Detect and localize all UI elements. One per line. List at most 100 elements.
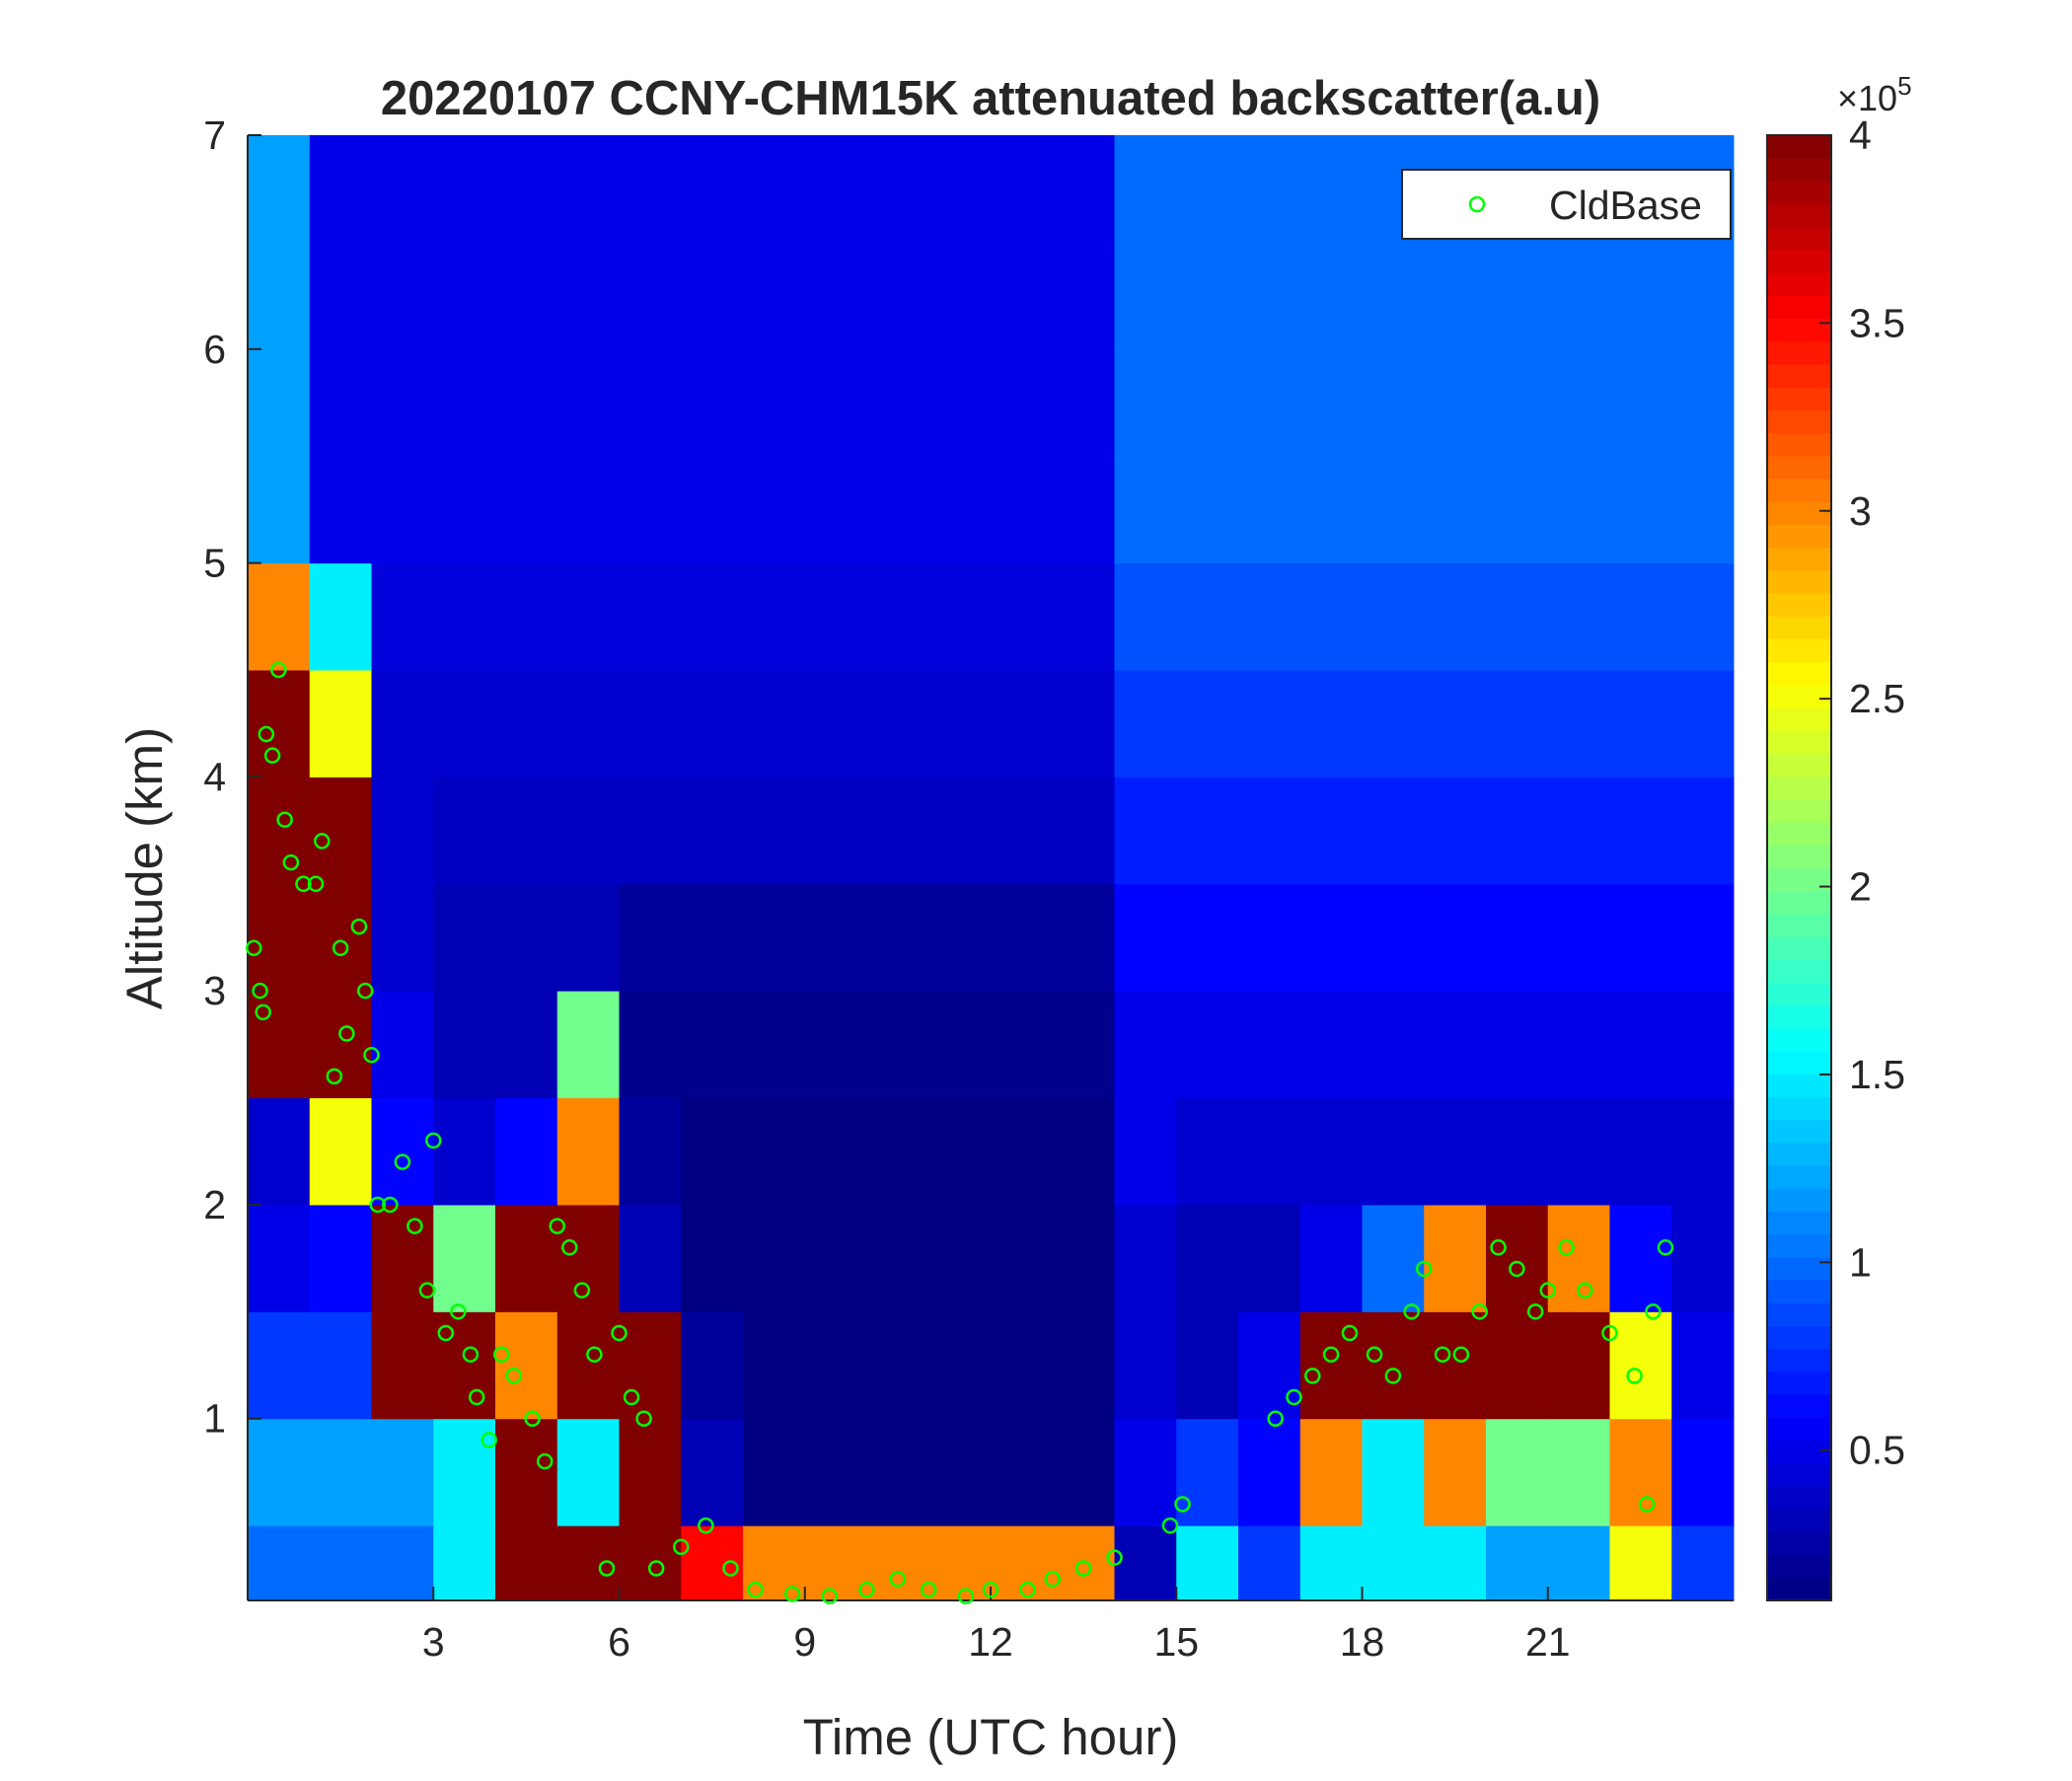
- heat-cell: [804, 1311, 867, 1420]
- heat-cell: [1547, 1418, 1610, 1526]
- heat-cell: [556, 883, 620, 992]
- heat-cell: [1424, 562, 1487, 671]
- cloud-base-marker: [425, 1132, 442, 1150]
- heat-cell: [1052, 777, 1115, 885]
- heat-cell: [743, 1311, 806, 1420]
- colorbar-segment: [1767, 1027, 1831, 1052]
- colorbar-segment: [1767, 730, 1831, 754]
- cloud-base-marker: [1106, 1549, 1123, 1566]
- heat-cell: [1238, 883, 1301, 992]
- cloud-base-marker: [635, 1410, 652, 1427]
- x-tick-label: 6: [608, 1619, 630, 1665]
- colorbar-segment: [1767, 1096, 1831, 1121]
- cloud-base-marker: [1286, 1388, 1302, 1406]
- heat-cell: [1052, 883, 1115, 992]
- heat-cell: [1547, 1204, 1610, 1312]
- cloud-base-marker: [450, 1303, 467, 1320]
- cloud-base-marker: [1577, 1282, 1593, 1299]
- cloud-base-marker: [573, 1282, 591, 1299]
- heat-cell: [1609, 777, 1672, 885]
- heat-cell: [681, 1204, 744, 1312]
- x-axis-label: Time (UTC hour): [803, 1709, 1179, 1765]
- heat-cell: [866, 777, 929, 885]
- heat-cell: [371, 883, 434, 992]
- heat-cell: [619, 242, 682, 350]
- legend-marker: [1468, 195, 1486, 213]
- heat-cell: [743, 1097, 806, 1206]
- heat-cell: [743, 883, 806, 992]
- colorbar-segment: [1767, 1280, 1831, 1303]
- heat-cell: [556, 1311, 620, 1420]
- heat-cell: [1362, 991, 1425, 1099]
- heat-cell: [866, 1311, 929, 1420]
- heat-cell: [248, 1204, 311, 1312]
- heat-cell: [1671, 883, 1735, 992]
- heat-cell: [743, 1418, 806, 1526]
- heat-cell: [743, 669, 806, 778]
- heat-cell: [681, 1418, 744, 1526]
- heat-cell: [1671, 1418, 1735, 1526]
- heat-cell: [1486, 242, 1549, 350]
- heat-cell: [1052, 1311, 1115, 1420]
- heat-cell: [1609, 669, 1672, 778]
- heat-cell: [1362, 1525, 1425, 1601]
- heat-cell: [866, 456, 929, 564]
- heat-cell: [1238, 1418, 1301, 1526]
- heat-cell: [991, 135, 1054, 243]
- cloud-base-marker: [407, 1218, 423, 1234]
- heat-cell: [1176, 242, 1239, 350]
- heat-cell: [248, 1525, 311, 1601]
- cloud-base-marker: [611, 1324, 628, 1342]
- heat-cell: [556, 456, 620, 564]
- colorbar-segment: [1767, 1577, 1831, 1601]
- cloud-base-marker: [263, 747, 281, 764]
- heat-cell: [1486, 1525, 1549, 1601]
- heat-cell: [433, 562, 496, 671]
- heat-cell: [866, 991, 929, 1099]
- cloud-base-marker: [858, 1581, 875, 1598]
- colorbar-segment: [1767, 959, 1831, 984]
- heat-cell: [1052, 1204, 1115, 1312]
- heat-cell: [556, 1525, 620, 1601]
- heat-cell: [1052, 562, 1115, 671]
- colorbar-tick-label: 4: [1849, 112, 1872, 158]
- heat-cell: [804, 1418, 867, 1526]
- heat-cell: [1114, 1097, 1177, 1206]
- heat-cell: [1486, 1097, 1549, 1206]
- heat-cell: [1114, 883, 1177, 992]
- colorbar-segment: [1767, 226, 1831, 251]
- heat-cell: [743, 562, 806, 671]
- colorbar-frame: [1766, 134, 1832, 1601]
- heat-cell: [804, 1204, 867, 1312]
- heat-cell: [681, 1525, 744, 1601]
- colorbar-tick-label: 0.5: [1849, 1428, 1905, 1473]
- heat-cell: [991, 991, 1054, 1099]
- heat-cell: [1176, 1097, 1239, 1206]
- heat-cell: [1671, 242, 1735, 350]
- x-tick-label: 18: [1340, 1619, 1385, 1665]
- cloud-base-marker: [1174, 1496, 1191, 1513]
- heat-cell: [1609, 1204, 1672, 1312]
- cloud-base-marker: [1341, 1324, 1359, 1342]
- heat-cell: [1424, 348, 1487, 457]
- heat-cell: [804, 348, 867, 457]
- heat-cell: [991, 1097, 1054, 1206]
- legend-box: [1401, 169, 1732, 240]
- heat-cell: [1176, 1204, 1239, 1312]
- heat-cell: [1671, 562, 1735, 671]
- heat-cell: [1238, 669, 1301, 778]
- heat-cell: [495, 1311, 558, 1420]
- colorbar-segment: [1767, 753, 1831, 778]
- heat-cell: [1299, 348, 1363, 457]
- colorbar-segment: [1767, 250, 1831, 273]
- heat-cell: [433, 777, 496, 885]
- heat-cell: [1486, 1311, 1549, 1420]
- heat-cell: [1176, 1311, 1239, 1420]
- cloud-base-marker: [369, 1196, 387, 1214]
- heat-cell: [681, 1311, 744, 1420]
- cloud-base-marker: [821, 1588, 839, 1604]
- colorbar-segment: [1767, 936, 1831, 960]
- colorbar-segment: [1767, 455, 1831, 480]
- cloud-base-marker: [1161, 1517, 1179, 1534]
